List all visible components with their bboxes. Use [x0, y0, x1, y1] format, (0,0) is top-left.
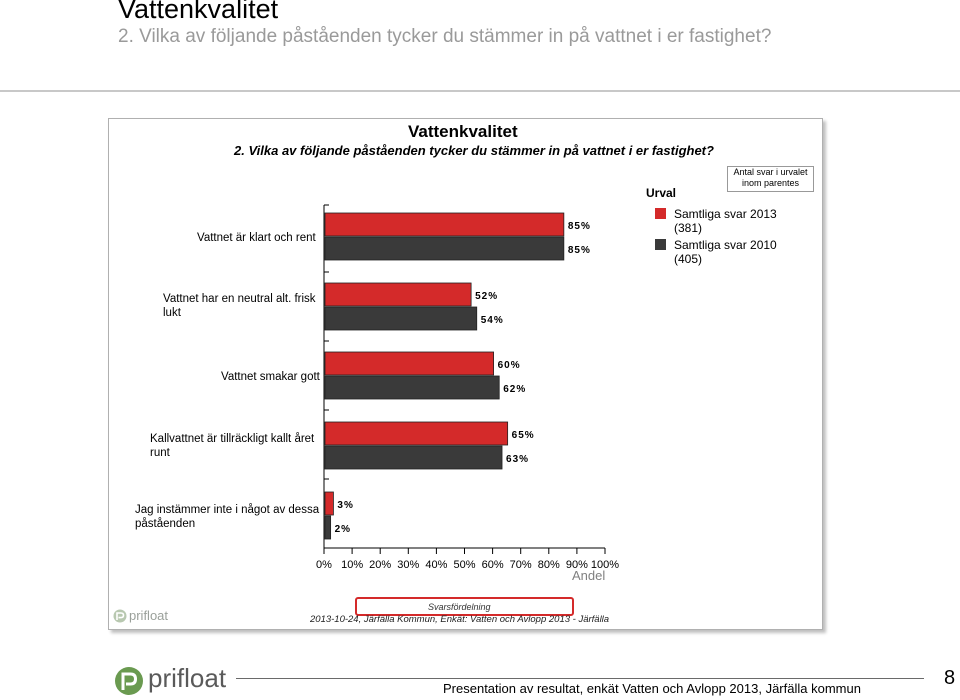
x-tick-label: 60%: [482, 559, 504, 571]
bar-2013: [324, 212, 565, 237]
chart-title: Vattenkvalitet: [408, 122, 518, 141]
bar-value-label: 62%: [503, 384, 526, 395]
x-axis-title: Andel: [572, 568, 606, 583]
prifloat-logo-icon: [115, 667, 143, 695]
x-tick-label: 0%: [316, 559, 332, 571]
page-number: 8: [944, 667, 956, 689]
bar-value-label: 60%: [498, 360, 521, 371]
row-label-cold: Kallvattnet är tillräckligt kallt året r…: [150, 433, 315, 459]
source-note: 2013-10-24, Järfälla Kommun, Enkät: Vatt…: [310, 614, 610, 625]
legend-count-2013: (381): [674, 221, 703, 235]
x-tick-label: 30%: [397, 559, 419, 571]
chart-question: 2. Vilka av följande påståenden tycker d…: [234, 143, 714, 158]
footer-text: Presentation av resultat, enkät Vatten o…: [443, 681, 861, 696]
x-tick-label: 70%: [510, 559, 532, 571]
bar-2010: [324, 375, 500, 400]
bar-2010: [324, 445, 503, 470]
row-label-smell: Vattnet har en neutral alt. frisk lukt: [163, 293, 316, 319]
row-label-taste: Vattnet smakar gott: [221, 371, 320, 383]
slide-subtitle: 2. Vilka av följande påståenden tycker d…: [118, 26, 772, 47]
bar-value-label: 63%: [506, 454, 529, 465]
row-label-clean: Vattnet är klart och rent: [197, 232, 316, 244]
x-tick-label: 80%: [538, 559, 560, 571]
legend-count-2010: (405): [674, 252, 703, 266]
bar-2010: [324, 515, 332, 540]
bar-value-label: 2%: [335, 524, 351, 535]
bar-2013: [324, 351, 495, 376]
title-rule: [0, 90, 960, 92]
bar-value-label: 65%: [512, 430, 535, 441]
bar-value-label: 54%: [481, 315, 504, 326]
bar-2010: [324, 306, 478, 331]
bar-value-label: 85%: [568, 245, 591, 256]
row-label-none: Jag instämmer inte i något av dessa påst…: [135, 504, 320, 530]
x-tick-label: 50%: [453, 559, 475, 571]
legend-note: Antal svar i urvalet inom parentes: [727, 166, 814, 192]
slide-title: Vattenkvalitet: [118, 0, 279, 24]
legend-title: Urval: [646, 186, 677, 200]
bar-2013: [324, 282, 472, 307]
x-tick-label: 20%: [369, 559, 391, 571]
legend-label-2010: Samtliga svar 2010: [674, 238, 777, 252]
legend-label-2013: Samtliga svar 2013: [674, 207, 777, 221]
legend-swatch-2013: [655, 208, 666, 219]
svar-box: [355, 597, 574, 616]
bar-2010: [324, 236, 565, 261]
chart-logo-text: prifloat: [129, 608, 169, 623]
prifloat-logo-icon: [113, 609, 127, 623]
bar-2013: [324, 491, 334, 516]
bar-value-label: 3%: [337, 500, 353, 511]
svar-label: Svarsfördelning: [428, 602, 491, 612]
bar-2013: [324, 421, 509, 446]
x-tick-label: 40%: [425, 559, 447, 571]
x-tick-label: 10%: [341, 559, 363, 571]
footer-logo-text: prifloat: [148, 663, 227, 693]
bar-value-label: 52%: [475, 291, 498, 302]
footer-rule: [236, 678, 924, 679]
x-tick-label: 90%: [566, 559, 588, 571]
legend-swatch-2010: [655, 239, 666, 250]
bar-value-label: 85%: [568, 221, 591, 232]
x-tick-label: 100%: [591, 559, 619, 571]
